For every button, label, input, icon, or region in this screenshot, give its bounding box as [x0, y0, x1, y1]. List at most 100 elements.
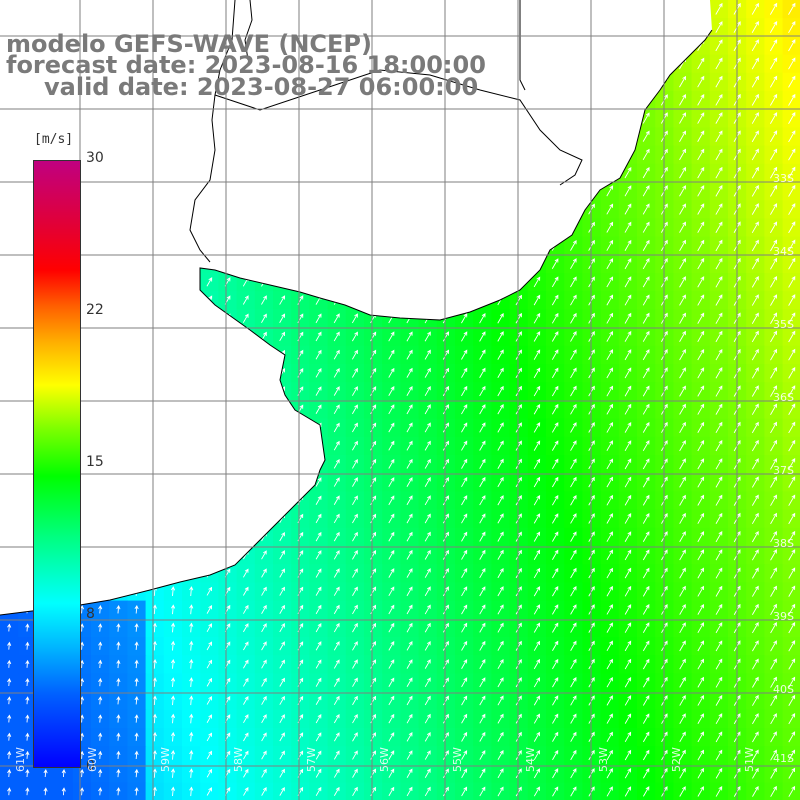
wind-arrow [751, 93, 759, 106]
wind-arrow [533, 440, 541, 451]
wind-arrow [479, 695, 486, 706]
wind-arrow [497, 677, 504, 688]
wind-arrow [352, 531, 358, 542]
wind-arrow [770, 367, 778, 379]
wind-arrow [570, 513, 577, 524]
wind-arrow [461, 313, 468, 324]
wind-arrow [7, 696, 12, 705]
wind-arrow [424, 713, 431, 724]
wind-arrow [606, 676, 613, 688]
wind-arrow [679, 476, 686, 488]
wind-arrow [98, 732, 103, 741]
wind-arrow [406, 367, 413, 378]
wind-arrow [515, 440, 522, 451]
wind-arrow [25, 678, 30, 687]
wind-arrow [715, 603, 723, 615]
wind-arrow [551, 403, 559, 415]
wind-arrow [170, 695, 176, 706]
wind-arrow [333, 641, 340, 651]
wind-arrow [243, 659, 249, 669]
wind-arrow [497, 331, 504, 342]
wind-arrow [570, 458, 577, 470]
wind-arrow [497, 586, 504, 597]
wind-arrow [170, 768, 176, 778]
wind-arrow [751, 585, 759, 597]
wind-arrow [679, 767, 686, 779]
wind-arrow [624, 713, 632, 724]
wind-arrow [515, 495, 522, 506]
wind-arrow [642, 458, 650, 470]
wind-arrow [25, 787, 30, 796]
wind-arrow [697, 695, 704, 706]
wind-arrow [479, 404, 486, 415]
wind-arrow [352, 622, 358, 633]
wind-arrow [533, 677, 540, 688]
wind-arrow [642, 239, 650, 251]
lon-label: 51W [743, 747, 756, 772]
wind-arrow [624, 221, 632, 233]
wind-arrow [352, 786, 358, 797]
field-cell [782, 782, 800, 800]
wind-arrow [715, 221, 723, 233]
wind-arrow [570, 585, 577, 597]
wind-arrow [442, 568, 449, 578]
wind-arrow [242, 568, 249, 578]
wind-arrow [279, 659, 285, 669]
wind-arrow [134, 604, 139, 614]
wind-arrow [406, 458, 413, 469]
wind-arrow [770, 603, 777, 616]
wind-arrow [261, 750, 267, 760]
wind-arrow [388, 367, 395, 378]
wind-arrow [624, 349, 632, 361]
wind-arrow [206, 641, 213, 651]
wind-arrow [624, 203, 632, 215]
wind-arrow [697, 658, 705, 670]
wind-arrow [606, 640, 613, 652]
wind-arrow [788, 112, 796, 124]
wind-arrow [388, 331, 395, 342]
wind-arrow [606, 731, 613, 742]
wind-arrow [479, 513, 486, 524]
wind-arrow [406, 695, 413, 706]
wind-arrow [751, 257, 759, 270]
wind-arrow [642, 294, 650, 306]
wind-arrow [388, 732, 395, 742]
wind-arrow [697, 385, 705, 397]
wind-arrow [624, 658, 632, 670]
wind-arrow [679, 75, 687, 88]
wind-arrow [443, 768, 449, 779]
wind-arrow [552, 731, 559, 742]
wind-arrow [788, 549, 796, 561]
wind-arrow [551, 458, 559, 470]
wind-arrow [461, 786, 468, 797]
wind-arrow [715, 640, 723, 652]
wind-arrow [679, 676, 686, 688]
wind-arrow [315, 732, 322, 742]
wind-arrow [752, 676, 759, 688]
wind-arrow [697, 221, 705, 233]
wind-arrow [261, 568, 267, 578]
wind-arrow [624, 676, 632, 688]
wind-arrow [388, 568, 395, 578]
wind-arrow [751, 476, 759, 488]
wind-arrow [624, 731, 632, 743]
wind-arrow [570, 695, 577, 706]
wind-arrow [442, 440, 449, 451]
wind-arrow [116, 604, 121, 614]
wind-arrow [442, 677, 449, 688]
wind-arrow [424, 549, 431, 560]
wind-arrow [442, 495, 449, 506]
wind-arrow [751, 549, 759, 561]
wind-arrow [170, 586, 176, 596]
wind-arrow [606, 531, 613, 542]
wind-arrow [351, 313, 358, 324]
wind-arrow [697, 767, 704, 779]
wind-arrow [116, 768, 121, 778]
wind-arrow [697, 239, 705, 252]
wind-arrow [697, 94, 705, 106]
wind-arrow [352, 513, 358, 524]
wind-arrow [315, 768, 322, 778]
wind-arrow [624, 458, 632, 470]
wind-arrow [170, 640, 176, 651]
